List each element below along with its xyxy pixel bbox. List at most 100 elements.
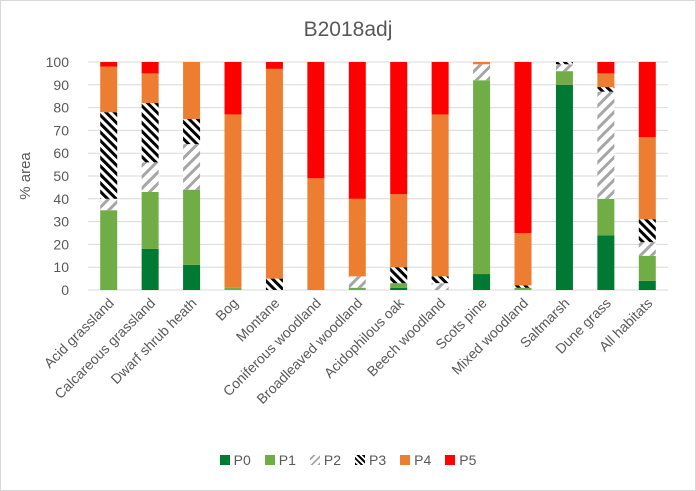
bar-segment-p0 <box>638 280 656 290</box>
bar-segment-p4 <box>390 194 408 268</box>
bar-segment-p0 <box>597 235 615 290</box>
bar-segment-p1 <box>514 287 532 290</box>
y-tick-label: 40 <box>53 191 69 207</box>
y-tick-label: 100 <box>46 54 70 70</box>
bar-segment-p0 <box>390 287 408 290</box>
bar-segment-p3 <box>141 103 159 163</box>
bar-segment-p3 <box>638 219 656 243</box>
bar-segment-p2 <box>638 242 656 256</box>
bar-segment-p0 <box>473 274 491 290</box>
bar-segment-p3 <box>431 276 449 284</box>
bar-segment-p5 <box>100 62 118 67</box>
bar-segment-p1 <box>141 191 159 249</box>
bar-segment-p5 <box>390 62 408 195</box>
bar-segment-p4 <box>100 66 118 113</box>
bar-segment-p5 <box>431 62 449 115</box>
bar-segment-p3 <box>390 267 408 284</box>
legend-item-p0: P0 <box>219 452 251 468</box>
legend-item-p2: P2 <box>309 452 341 468</box>
bar-segment-p4 <box>224 114 242 288</box>
bar-segment-p1 <box>390 283 408 288</box>
bar-segment-p5 <box>348 62 366 199</box>
y-tick-label: 0 <box>61 282 69 298</box>
bar-segment-p5 <box>514 62 532 233</box>
bar-segment-p4 <box>638 137 656 220</box>
bar-segment-p4 <box>183 62 201 119</box>
legend-label: P0 <box>233 452 251 468</box>
bar-segment-p2 <box>100 198 118 211</box>
gridlines <box>88 61 668 291</box>
legend-label: P5 <box>459 452 477 468</box>
bar-segment-p1 <box>555 71 573 85</box>
bars <box>100 62 656 290</box>
legend: P0 P1 P2 P3 P4 P5 <box>0 452 696 468</box>
legend-item-p5: P5 <box>445 452 476 468</box>
bar-segment-p4 <box>141 73 159 104</box>
legend-item-p3: P3 <box>355 452 386 468</box>
legend-label: P3 <box>369 452 387 468</box>
bar-segment-p1 <box>348 287 366 290</box>
bar-segment-p5 <box>307 62 325 179</box>
bar-segment-p2 <box>141 162 159 192</box>
x-tick-label: Bog <box>212 295 241 324</box>
y-tick-labels: 0 10 20 30 40 50 60 70 80 90 100 <box>46 54 70 298</box>
bar-segment-p4 <box>473 62 491 65</box>
bar-segment-p2 <box>597 91 615 199</box>
bar-segment-p2 <box>473 64 491 81</box>
bar-segment-p1 <box>224 287 242 290</box>
bar-segment-p3 <box>265 278 283 290</box>
legend-item-p4: P4 <box>400 452 431 468</box>
y-tick-label: 70 <box>53 122 69 138</box>
legend-swatch-icon <box>355 455 365 465</box>
y-tick-label: 20 <box>53 236 69 252</box>
bar-segment-p3 <box>100 112 118 199</box>
bar-segment-p3 <box>555 62 573 65</box>
bar-segment-p1 <box>473 80 491 275</box>
bar-segment-p1 <box>100 210 118 290</box>
bar-segment-p0 <box>555 84 573 290</box>
bar-segment-p3 <box>514 285 532 288</box>
legend-label: P2 <box>323 452 341 468</box>
bar-segment-p2 <box>183 144 201 190</box>
bar-segment-p5 <box>265 62 283 69</box>
legend-label: P1 <box>278 452 296 468</box>
bar-segment-p2 <box>555 64 573 72</box>
y-tick-label: 90 <box>53 77 69 93</box>
bar-segment-p1 <box>183 189 201 265</box>
y-tick-label: 80 <box>53 100 69 116</box>
bar-segment-p3 <box>183 119 201 145</box>
bar-segment-p3 <box>597 87 615 92</box>
legend-label: P4 <box>414 452 432 468</box>
bar-segment-p4 <box>265 68 283 279</box>
legend-swatch-icon <box>309 455 320 465</box>
bar-segment-p5 <box>597 62 615 74</box>
y-axis-label: % area <box>17 152 34 200</box>
y-tick-label: 10 <box>53 259 69 275</box>
legend-swatch-icon <box>400 455 411 465</box>
bar-segment-p0 <box>141 248 159 290</box>
bar-segment-p4 <box>348 198 366 277</box>
bar-segment-p5 <box>224 62 242 115</box>
bar-segment-p1 <box>597 198 615 236</box>
legend-item-p1: P1 <box>264 452 296 468</box>
bar-segment-p4 <box>431 114 449 277</box>
legend-swatch-icon <box>445 455 456 465</box>
bar-segment-p1 <box>638 255 656 281</box>
x-tick-label: Acid grassland <box>41 295 117 371</box>
bar-segment-p0 <box>183 264 201 290</box>
legend-swatch-icon <box>219 455 230 465</box>
bar-segment-p5 <box>141 62 159 74</box>
bar-segment-p4 <box>307 178 325 290</box>
legend-swatch-icon <box>264 455 275 465</box>
bar-segment-p5 <box>638 62 656 138</box>
chart-title: B2018adj <box>303 18 393 41</box>
bar-segment-p4 <box>597 73 615 88</box>
y-tick-label: 30 <box>53 214 69 230</box>
bar-segment-p4 <box>514 233 532 286</box>
y-tick-label: 60 <box>53 145 69 161</box>
y-tick-label: 50 <box>53 168 69 184</box>
bar-segment-p2 <box>431 283 449 290</box>
bar-segment-p2 <box>348 276 366 288</box>
